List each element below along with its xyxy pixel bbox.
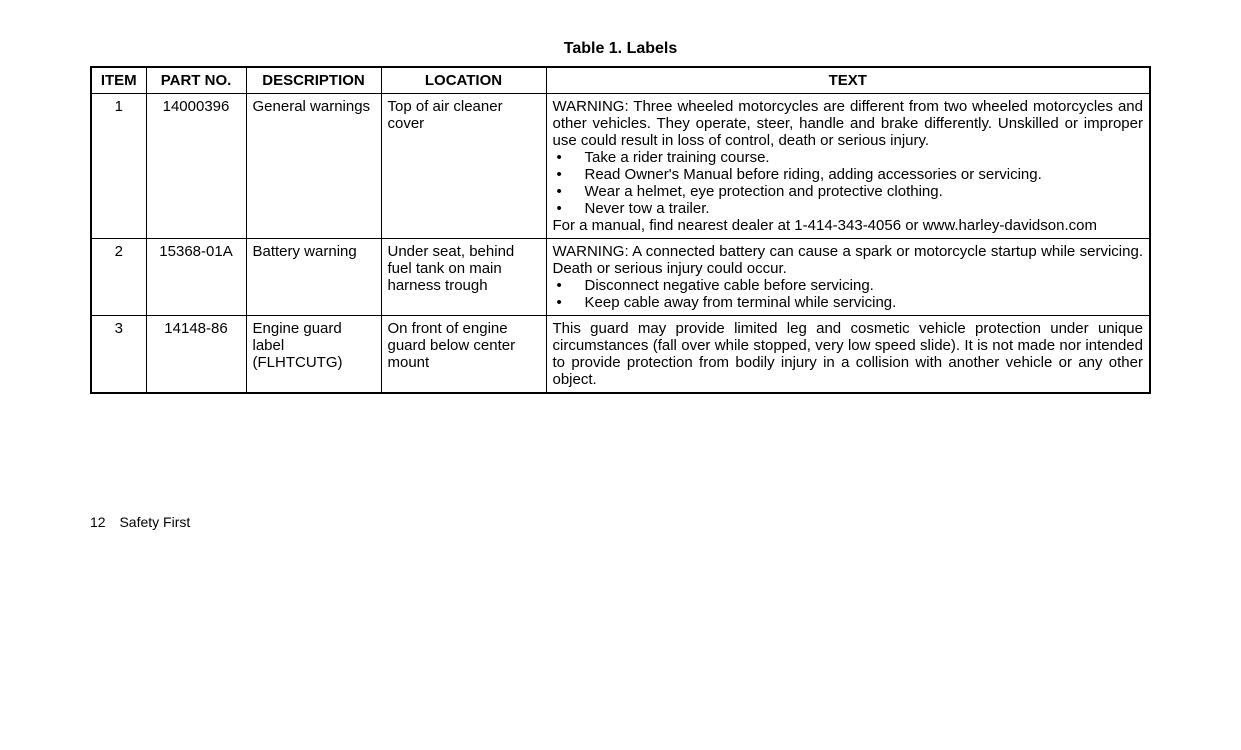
cell-item: 1 [91,94,146,239]
page-footer: 12 Safety First [90,514,1151,530]
bullet-item: Read Owner's Manual before riding, addin… [553,166,1144,183]
bullet-list: Disconnect negative cable before servici… [553,277,1144,311]
col-item: ITEM [91,67,146,94]
cell-location: On front of engine guard below center mo… [381,316,546,394]
bullet-list: Take a rider training course.Read Owner'… [553,149,1144,217]
col-location: LOCATION [381,67,546,94]
cell-text: This guard may provide limited leg and c… [546,316,1150,394]
col-partno: PART NO. [146,67,246,94]
text-pre: WARNING: A connected battery can cause a… [553,243,1144,277]
cell-description: Battery warning [246,239,381,316]
text-pre: This guard may provide limited leg and c… [553,320,1144,388]
text-post: For a manual, find nearest dealer at 1-4… [553,217,1144,234]
col-text: TEXT [546,67,1150,94]
table-header-row: ITEM PART NO. DESCRIPTION LOCATION TEXT [91,67,1150,94]
table-title: Table 1. Labels [90,40,1151,58]
bullet-item: Wear a helmet, eye protection and protec… [553,183,1144,200]
bullet-item: Never tow a trailer. [553,200,1144,217]
cell-text: WARNING: Three wheeled motorcycles are d… [546,94,1150,239]
table-row: 314148-86Engine guard label (FLHTCUTG)On… [91,316,1150,394]
cell-location: Top of air cleaner cover [381,94,546,239]
bullet-item: Take a rider training course. [553,149,1144,166]
cell-text: WARNING: A connected battery can cause a… [546,239,1150,316]
cell-location: Under seat, behind fuel tank on main har… [381,239,546,316]
table-body: 114000396General warningsTop of air clea… [91,94,1150,394]
table-row: 114000396General warningsTop of air clea… [91,94,1150,239]
section-name: Safety First [119,514,190,530]
bullet-item: Disconnect negative cable before servici… [553,277,1144,294]
cell-partno: 14148-86 [146,316,246,394]
cell-item: 2 [91,239,146,316]
bullet-item: Keep cable away from terminal while serv… [553,294,1144,311]
labels-table: ITEM PART NO. DESCRIPTION LOCATION TEXT … [90,66,1151,394]
col-desc: DESCRIPTION [246,67,381,94]
cell-item: 3 [91,316,146,394]
cell-description: General warnings [246,94,381,239]
table-row: 215368-01ABattery warningUnder seat, beh… [91,239,1150,316]
text-pre: WARNING: Three wheeled motorcycles are d… [553,98,1144,149]
cell-partno: 15368-01A [146,239,246,316]
page-number: 12 [90,514,106,530]
cell-partno: 14000396 [146,94,246,239]
cell-description: Engine guard label (FLHTCUTG) [246,316,381,394]
